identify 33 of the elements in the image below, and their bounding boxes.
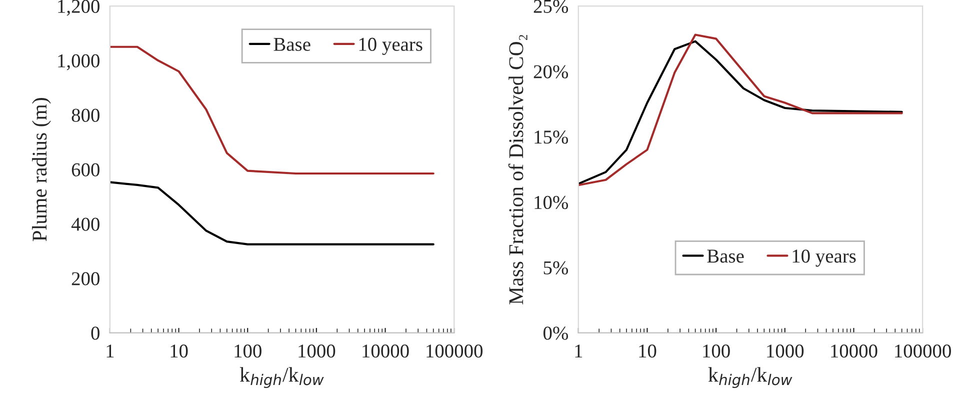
y-tick-label: 0% <box>543 326 568 340</box>
y-tick-label: 20% <box>534 65 568 78</box>
x-axis-title: k$_{high}$/k$_{low}$ <box>240 367 324 388</box>
x-tick-label: 10000 <box>831 344 878 358</box>
y-axis-title: Mass Fraction of Dissolved CO₂ <box>508 34 528 304</box>
y-tick-label: 400 <box>71 218 100 231</box>
x-tick-label: 1000 <box>767 344 804 358</box>
x-tick-label: 1 <box>106 344 114 358</box>
y-tick-label: 200 <box>72 272 100 286</box>
x-tick-label: 100000 <box>895 344 951 358</box>
y-axis-title: Plume radius (m) <box>32 98 51 242</box>
y-tick-label: 0 <box>91 326 100 340</box>
x-axis-title: k$_{high}$/k$_{low}$ <box>708 367 792 388</box>
legend-label: Base <box>274 38 310 51</box>
x-tick-label: 100000 <box>426 344 483 358</box>
y-tick-label: 1,200 <box>58 0 100 16</box>
y-tick-label: 800 <box>72 108 100 122</box>
y-tick-label: 25% <box>534 0 568 14</box>
x-tick-label: 1 <box>575 344 582 358</box>
y-tick-label: 10% <box>534 196 568 210</box>
x-tick-label: 100 <box>703 344 730 358</box>
x-tick-label: 10 <box>170 344 188 358</box>
y-tick-label: 1,000 <box>58 54 100 70</box>
x-tick-label: 1000 <box>298 344 336 358</box>
y-tick-label: 15% <box>534 130 568 144</box>
y-tick-label: 5% <box>544 261 568 274</box>
x-tick-label: 10 <box>639 344 656 358</box>
y-tick-label: 600 <box>72 163 100 176</box>
legend-label: 10 years <box>359 38 422 55</box>
legend-label: 10 years <box>792 250 856 267</box>
legend-label: Base <box>707 250 744 263</box>
x-tick-label: 100 <box>234 344 262 358</box>
x-tick-label: 10000 <box>362 344 409 358</box>
